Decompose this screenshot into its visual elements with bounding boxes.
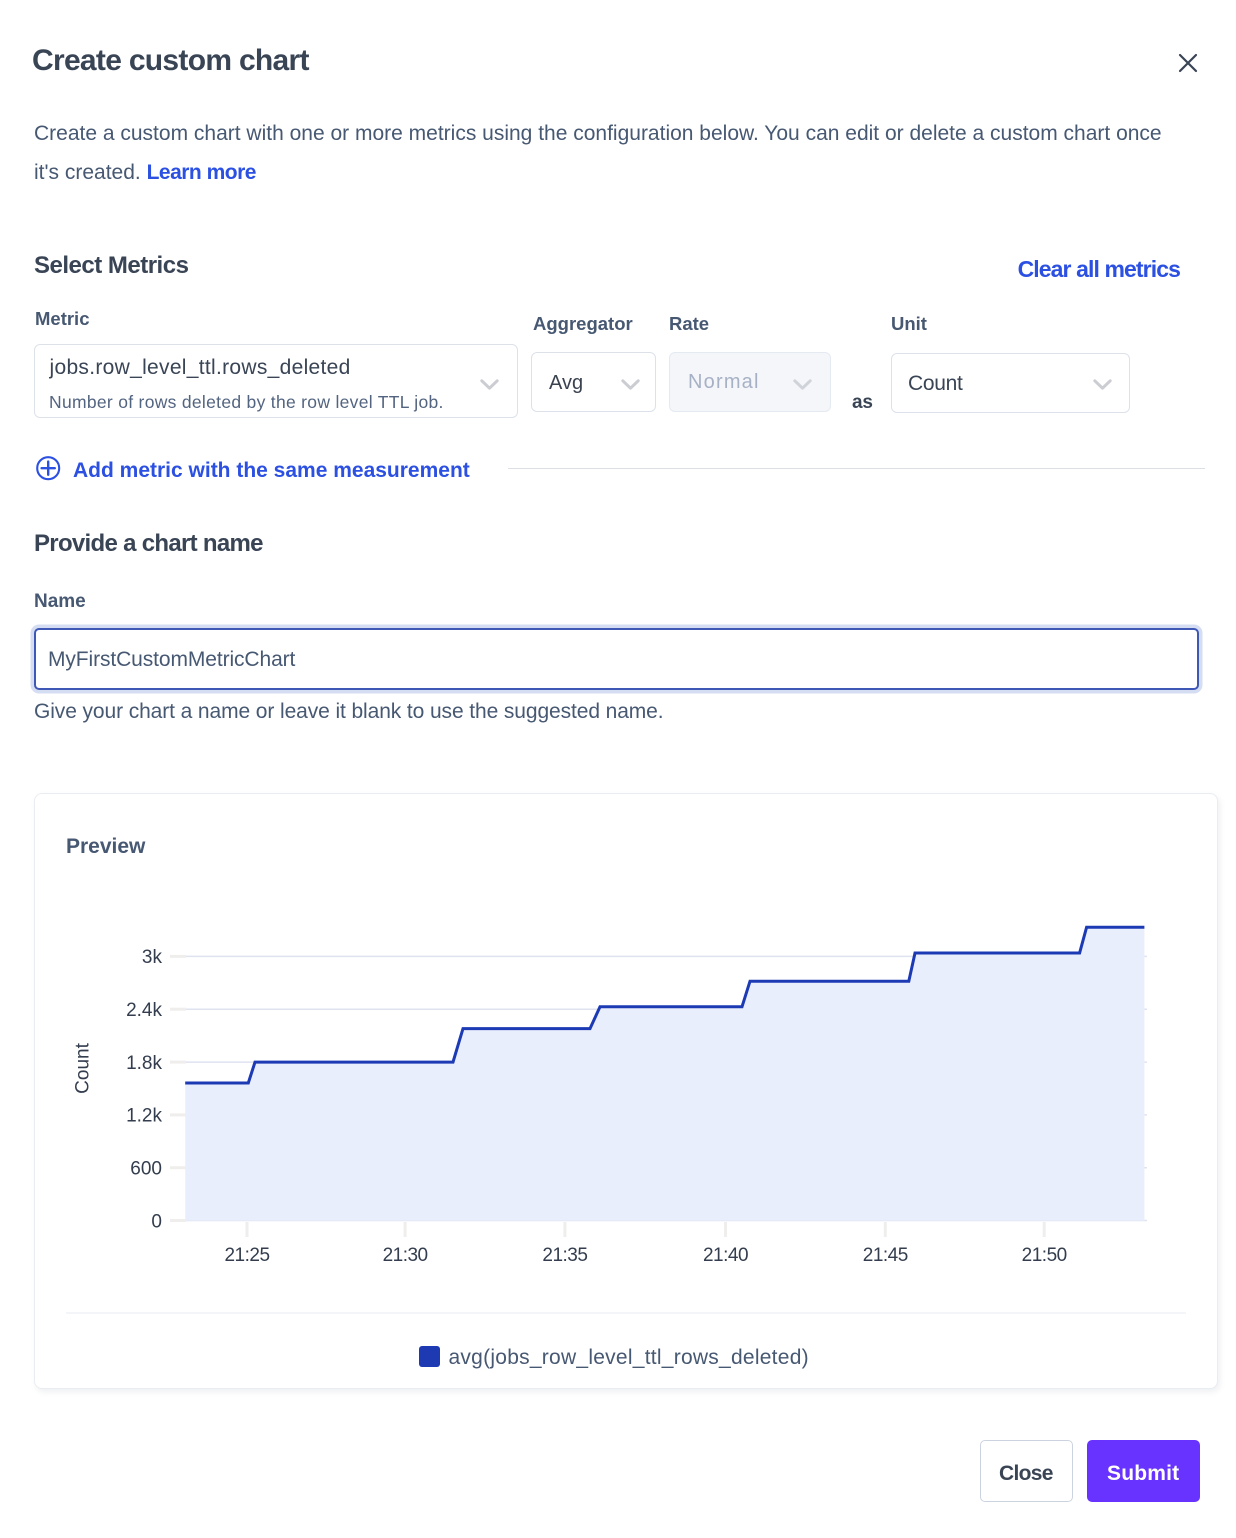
svg-text:21:40: 21:40: [703, 1245, 748, 1266]
svg-text:21:30: 21:30: [383, 1245, 428, 1266]
svg-text:2.4k: 2.4k: [126, 1000, 162, 1021]
svg-text:21:25: 21:25: [224, 1245, 269, 1266]
svg-text:21:45: 21:45: [863, 1245, 908, 1266]
svg-text:Count: Count: [73, 1042, 94, 1093]
svg-text:21:50: 21:50: [1022, 1245, 1067, 1266]
svg-text:1.8k: 1.8k: [126, 1053, 162, 1074]
svg-text:600: 600: [130, 1159, 162, 1180]
svg-text:1.2k: 1.2k: [126, 1106, 162, 1127]
svg-text:0: 0: [151, 1211, 162, 1232]
svg-text:21:35: 21:35: [542, 1245, 587, 1266]
svg-text:3k: 3k: [142, 947, 163, 968]
